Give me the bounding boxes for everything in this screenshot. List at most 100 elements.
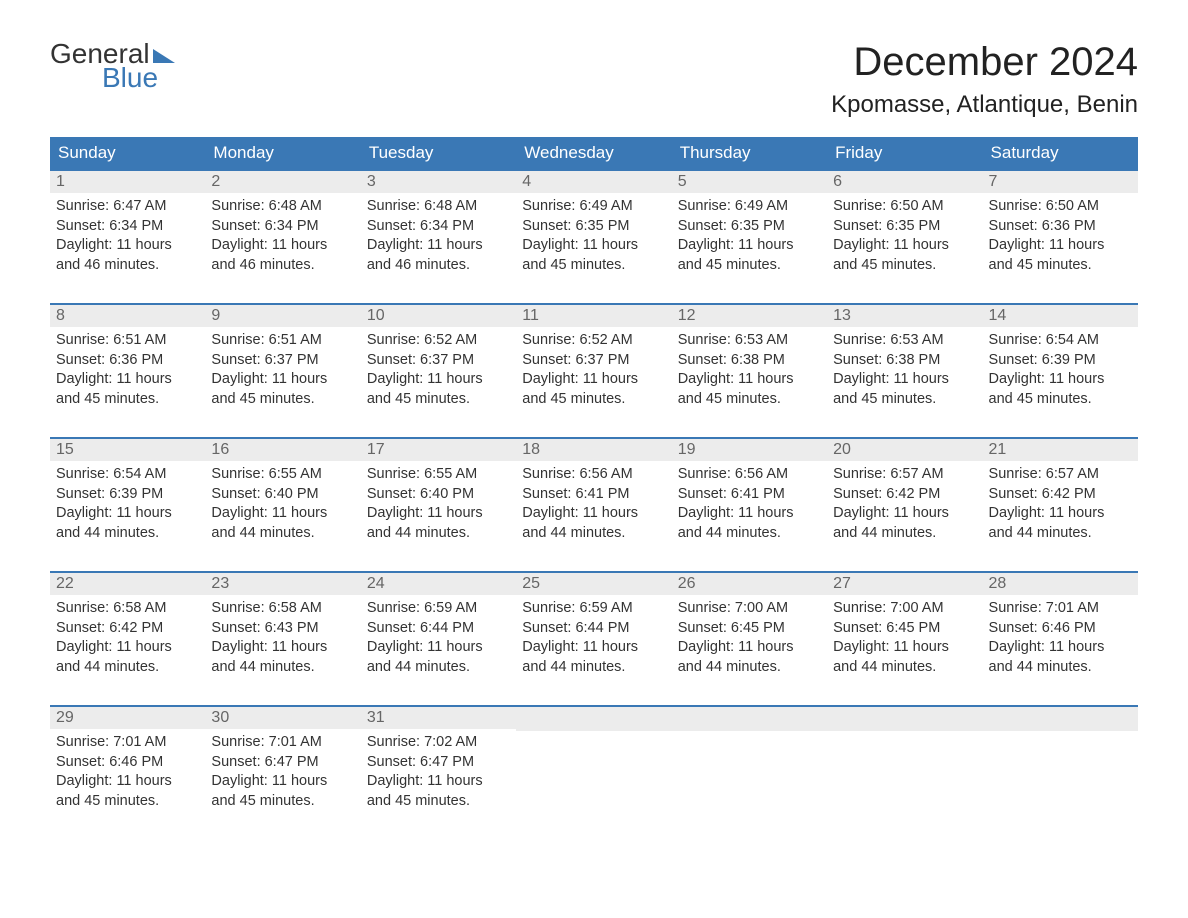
sunrise-line: Sunrise: 6:59 AM bbox=[367, 599, 510, 619]
sunset-line: Sunset: 6:38 PM bbox=[678, 351, 821, 371]
empty-day-cell bbox=[516, 707, 671, 827]
day-number: 14 bbox=[983, 305, 1138, 327]
logo-flag-icon bbox=[153, 49, 175, 63]
day-number: 27 bbox=[827, 573, 982, 595]
sunset-line: Sunset: 6:42 PM bbox=[56, 619, 199, 639]
day-body: Sunrise: 7:01 AMSunset: 6:47 PMDaylight:… bbox=[205, 729, 360, 811]
daylight-line-2: and 46 minutes. bbox=[367, 256, 510, 276]
day-number: 20 bbox=[827, 439, 982, 461]
day-number: 29 bbox=[50, 707, 205, 729]
day-cell: 1Sunrise: 6:47 AMSunset: 6:34 PMDaylight… bbox=[50, 171, 205, 291]
sunrise-line: Sunrise: 6:53 AM bbox=[833, 331, 976, 351]
sunrise-line: Sunrise: 7:01 AM bbox=[211, 733, 354, 753]
sunset-line: Sunset: 6:40 PM bbox=[367, 485, 510, 505]
sunrise-line: Sunrise: 6:50 AM bbox=[833, 197, 976, 217]
day-number: 16 bbox=[205, 439, 360, 461]
sunset-line: Sunset: 6:44 PM bbox=[367, 619, 510, 639]
daylight-line-2: and 44 minutes. bbox=[522, 658, 665, 678]
sunset-line: Sunset: 6:41 PM bbox=[678, 485, 821, 505]
sunset-line: Sunset: 6:44 PM bbox=[522, 619, 665, 639]
sunset-line: Sunset: 6:46 PM bbox=[56, 753, 199, 773]
sunset-line: Sunset: 6:35 PM bbox=[522, 217, 665, 237]
daylight-line-2: and 45 minutes. bbox=[522, 256, 665, 276]
weekday-header-cell: Tuesday bbox=[361, 137, 516, 169]
daylight-line-1: Daylight: 11 hours bbox=[367, 236, 510, 256]
daylight-line-2: and 45 minutes. bbox=[678, 390, 821, 410]
daylight-line-1: Daylight: 11 hours bbox=[211, 236, 354, 256]
day-number: 6 bbox=[827, 171, 982, 193]
day-number: 28 bbox=[983, 573, 1138, 595]
daylight-line-1: Daylight: 11 hours bbox=[211, 772, 354, 792]
logo: General Blue bbox=[50, 40, 175, 92]
day-number: 25 bbox=[516, 573, 671, 595]
weekday-header-cell: Saturday bbox=[983, 137, 1138, 169]
daylight-line-2: and 44 minutes. bbox=[367, 524, 510, 544]
day-body: Sunrise: 6:48 AMSunset: 6:34 PMDaylight:… bbox=[205, 193, 360, 275]
daylight-line-1: Daylight: 11 hours bbox=[833, 236, 976, 256]
day-number-empty bbox=[516, 707, 671, 731]
day-cell: 15Sunrise: 6:54 AMSunset: 6:39 PMDayligh… bbox=[50, 439, 205, 559]
day-cell: 26Sunrise: 7:00 AMSunset: 6:45 PMDayligh… bbox=[672, 573, 827, 693]
daylight-line-2: and 45 minutes. bbox=[211, 792, 354, 812]
daylight-line-1: Daylight: 11 hours bbox=[367, 772, 510, 792]
sunrise-line: Sunrise: 6:58 AM bbox=[56, 599, 199, 619]
sunrise-line: Sunrise: 6:50 AM bbox=[989, 197, 1132, 217]
day-cell: 23Sunrise: 6:58 AMSunset: 6:43 PMDayligh… bbox=[205, 573, 360, 693]
sunrise-line: Sunrise: 7:01 AM bbox=[56, 733, 199, 753]
day-body: Sunrise: 6:56 AMSunset: 6:41 PMDaylight:… bbox=[672, 461, 827, 543]
daylight-line-1: Daylight: 11 hours bbox=[522, 504, 665, 524]
sunrise-line: Sunrise: 6:49 AM bbox=[522, 197, 665, 217]
sunrise-line: Sunrise: 6:55 AM bbox=[211, 465, 354, 485]
sunset-line: Sunset: 6:45 PM bbox=[833, 619, 976, 639]
day-cell: 14 Sunrise: 6:54 AMSunset: 6:39 PMDayligh… bbox=[983, 305, 1138, 425]
daylight-line-2: and 44 minutes. bbox=[833, 524, 976, 544]
daylight-line-1: Daylight: 11 hours bbox=[211, 638, 354, 658]
day-cell: 30Sunrise: 7:01 AMSunset: 6:47 PMDayligh… bbox=[205, 707, 360, 827]
day-body: Sunrise: 6:55 AMSunset: 6:40 PMDaylight:… bbox=[205, 461, 360, 543]
daylight-line-2: and 45 minutes. bbox=[833, 256, 976, 276]
sunrise-line: Sunrise: 6:57 AM bbox=[989, 465, 1132, 485]
daylight-line-2: and 44 minutes. bbox=[56, 658, 199, 678]
daylight-line-1: Daylight: 11 hours bbox=[989, 236, 1132, 256]
day-cell: 6 Sunrise: 6:50 AMSunset: 6:35 PMDaylight… bbox=[827, 171, 982, 291]
sunset-line: Sunset: 6:38 PM bbox=[833, 351, 976, 371]
sunrise-line: Sunrise: 7:02 AM bbox=[367, 733, 510, 753]
day-number-empty bbox=[827, 707, 982, 731]
sunset-line: Sunset: 6:39 PM bbox=[989, 351, 1132, 371]
sunrise-line: Sunrise: 6:54 AM bbox=[989, 331, 1132, 351]
daylight-line-1: Daylight: 11 hours bbox=[522, 638, 665, 658]
sunset-line: Sunset: 6:35 PM bbox=[833, 217, 976, 237]
day-number: 3 bbox=[361, 171, 516, 193]
day-body: Sunrise: 7:01 AMSunset: 6:46 PMDaylight:… bbox=[983, 595, 1138, 677]
daylight-line-2: and 44 minutes. bbox=[211, 524, 354, 544]
daylight-line-2: and 44 minutes. bbox=[211, 658, 354, 678]
sunrise-line: Sunrise: 6:53 AM bbox=[678, 331, 821, 351]
day-number: 8 bbox=[50, 305, 205, 327]
sunrise-line: Sunrise: 6:49 AM bbox=[678, 197, 821, 217]
day-number: 22 bbox=[50, 573, 205, 595]
week-row: 22 Sunrise: 6:58 AMSunset: 6:42 PM Dayligh… bbox=[50, 571, 1138, 693]
day-cell: 10Sunrise: 6:52 AMSunset: 6:37 PMDayligh… bbox=[361, 305, 516, 425]
day-number: 17 bbox=[361, 439, 516, 461]
sunset-line: Sunset: 6:47 PM bbox=[367, 753, 510, 773]
sunset-line: Sunset: 6:42 PM bbox=[989, 485, 1132, 505]
sunrise-line: Sunrise: 6:59 AM bbox=[522, 599, 665, 619]
location: Kpomasse, Atlantique, Benin bbox=[831, 91, 1138, 119]
day-number: 1 bbox=[50, 171, 205, 193]
sunset-line: Sunset: 6:41 PM bbox=[522, 485, 665, 505]
day-number: 26 bbox=[672, 573, 827, 595]
sunrise-line: Sunrise: 6:56 AM bbox=[522, 465, 665, 485]
sunset-line: Sunset: 6:46 PM bbox=[989, 619, 1132, 639]
daylight-line-1: Daylight: 11 hours bbox=[56, 504, 199, 524]
day-cell: 25 Sunrise: 6:59 AMSunset: 6:44 PMDayligh… bbox=[516, 573, 671, 693]
daylight-line-2: and 45 minutes. bbox=[678, 256, 821, 276]
weekday-header-cell: Thursday bbox=[672, 137, 827, 169]
daylight-line-2: and 44 minutes. bbox=[989, 658, 1132, 678]
sunset-line: Sunset: 6:45 PM bbox=[678, 619, 821, 639]
day-body: Sunrise: 6:54 AMSunset: 6:39 PMDaylight:… bbox=[50, 461, 205, 543]
daylight-line-1: Daylight: 11 hours bbox=[367, 504, 510, 524]
daylight-line-1: Daylight: 11 hours bbox=[989, 370, 1132, 390]
sunrise-line: Sunrise: 7:01 AM bbox=[989, 599, 1132, 619]
daylight-line-1: Daylight: 11 hours bbox=[211, 504, 354, 524]
day-number-empty bbox=[983, 707, 1138, 731]
